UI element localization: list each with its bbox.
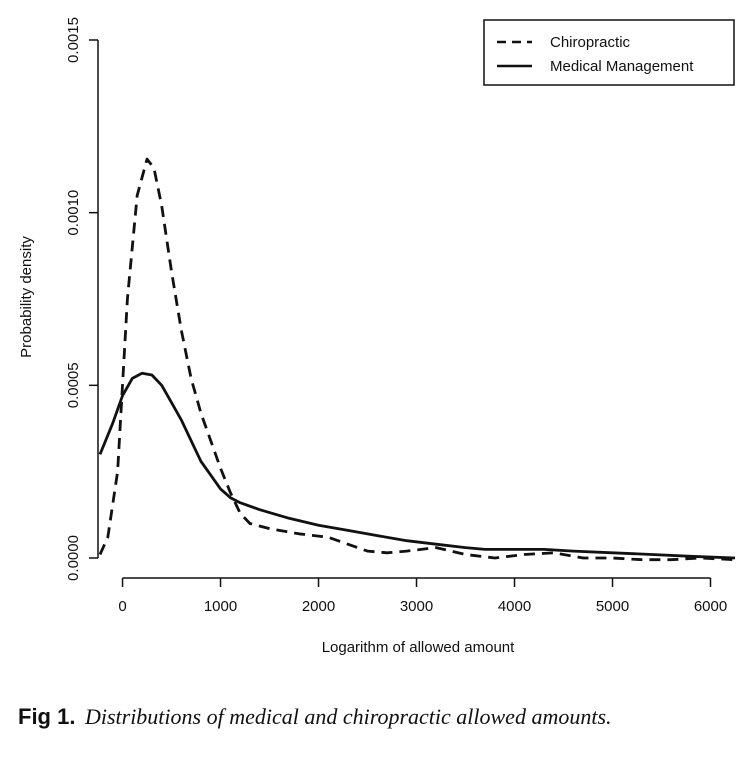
- x-tick-label-5: 5000: [596, 598, 629, 615]
- chart: Chiropractic Medical Management Logarith…: [18, 17, 736, 656]
- y-tick-label-3: 0.0015: [65, 17, 82, 63]
- x-tick-label-2: 2000: [302, 598, 335, 615]
- caption-text: Distributions of medical and chiropracti…: [84, 704, 612, 729]
- legend-box: [483, 19, 735, 86]
- legend-label-medical-management: Medical Management: [550, 58, 694, 75]
- y-axis-title: Probability density: [18, 236, 35, 358]
- caption-label: Fig 1.: [18, 704, 76, 729]
- legend: Chiropractic Medical Management: [483, 19, 735, 86]
- legend-label-chiropractic: Chiropractic: [550, 34, 631, 51]
- x-tick-label-3: 3000: [400, 598, 433, 615]
- x-tick-label-6: 6000: [694, 598, 727, 615]
- y-tick-label-0: 0.0000: [65, 535, 82, 581]
- figure-caption: Fig 1. Distributions of medical and chir…: [18, 704, 738, 730]
- x-axis-title: Logarithm of allowed amount: [322, 639, 515, 656]
- y-tick-label-1: 0.0005: [65, 362, 82, 408]
- x-tick-label-4: 4000: [498, 598, 531, 615]
- y-tick-label-2: 0.0010: [65, 190, 82, 236]
- series-line-chiropractic: [98, 157, 736, 562]
- x-tick-label-1: 1000: [204, 598, 237, 615]
- plot-box: [98, 157, 736, 562]
- series-line-medical-management: [98, 371, 736, 560]
- x-tick-label-0: 0: [118, 598, 126, 615]
